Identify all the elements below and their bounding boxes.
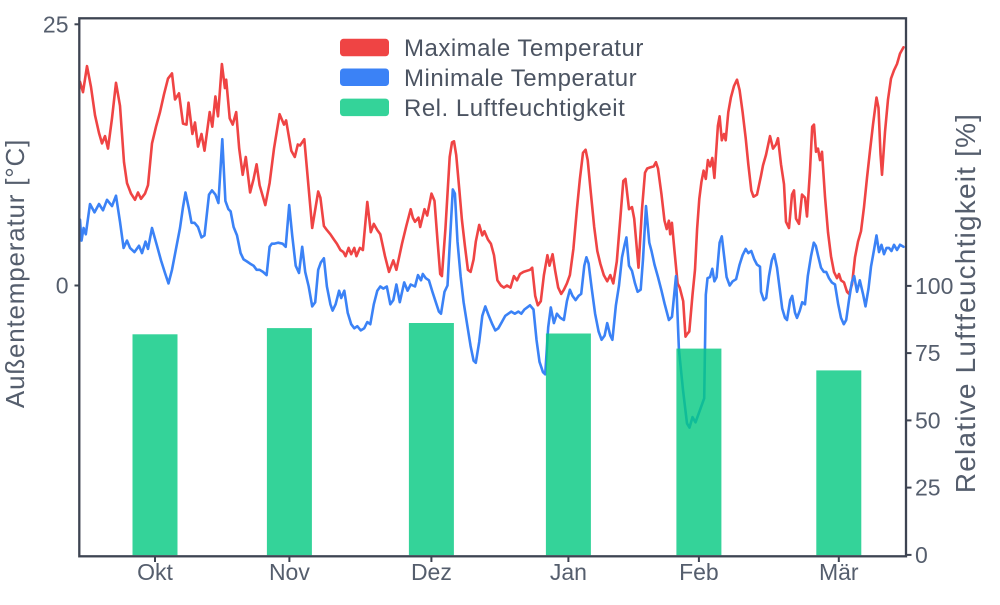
svg-text:Feb: Feb — [679, 559, 719, 585]
svg-text:Mär: Mär — [819, 559, 859, 585]
svg-text:25: 25 — [915, 475, 941, 501]
svg-text:0: 0 — [915, 542, 928, 568]
svg-text:Relative Luftfeuchtigkeit [%]: Relative Luftfeuchtigkeit [%] — [950, 113, 981, 493]
svg-text:Maximale Temperatur: Maximale Temperatur — [404, 35, 644, 62]
svg-text:Dez: Dez — [411, 559, 452, 585]
svg-text:Rel. Luftfeuchtigkeit: Rel. Luftfeuchtigkeit — [404, 95, 625, 122]
svg-text:0: 0 — [56, 273, 69, 299]
svg-text:Minimale Temperatur: Minimale Temperatur — [404, 65, 637, 92]
svg-text:Okt: Okt — [137, 559, 173, 585]
svg-text:Jan: Jan — [550, 559, 587, 585]
svg-text:Außentemperatur [°C]: Außentemperatur [°C] — [0, 139, 30, 408]
svg-text:75: 75 — [915, 340, 941, 366]
svg-text:50: 50 — [915, 407, 941, 433]
svg-text:100: 100 — [915, 273, 953, 299]
svg-text:25: 25 — [43, 11, 69, 37]
svg-text:Nov: Nov — [269, 559, 310, 585]
